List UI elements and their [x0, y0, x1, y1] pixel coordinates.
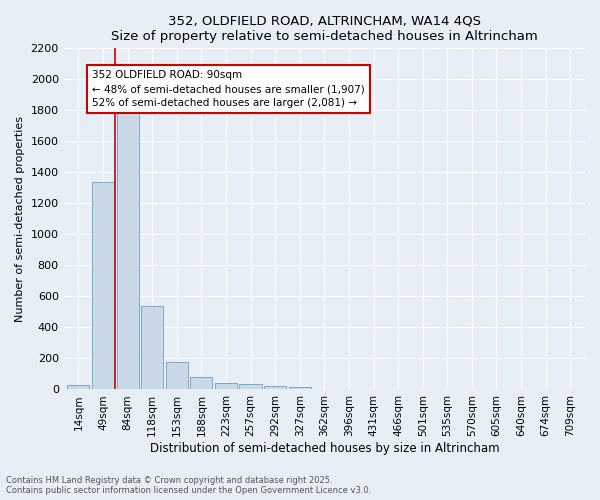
Bar	[116, 110, 139, 390]
Bar	[289, 387, 311, 390]
Bar	[92, 182, 114, 390]
X-axis label: Distribution of semi-detached houses by size in Altrincham: Distribution of semi-detached houses by …	[149, 442, 499, 455]
Bar	[215, 384, 237, 390]
Text: 352 OLDFIELD ROAD: 90sqm
← 48% of semi-detached houses are smaller (1,907)
52% o: 352 OLDFIELD ROAD: 90sqm ← 48% of semi-d…	[92, 70, 365, 108]
Y-axis label: Number of semi-detached properties: Number of semi-detached properties	[15, 116, 25, 322]
Bar	[239, 384, 262, 390]
Bar	[190, 377, 212, 390]
Bar	[264, 386, 286, 390]
Text: Contains HM Land Registry data © Crown copyright and database right 2025.
Contai: Contains HM Land Registry data © Crown c…	[6, 476, 371, 495]
Bar	[166, 362, 188, 390]
Title: 352, OLDFIELD ROAD, ALTRINCHAM, WA14 4QS
Size of property relative to semi-detac: 352, OLDFIELD ROAD, ALTRINCHAM, WA14 4QS…	[111, 15, 538, 43]
Bar	[67, 385, 89, 390]
Bar	[141, 306, 163, 390]
